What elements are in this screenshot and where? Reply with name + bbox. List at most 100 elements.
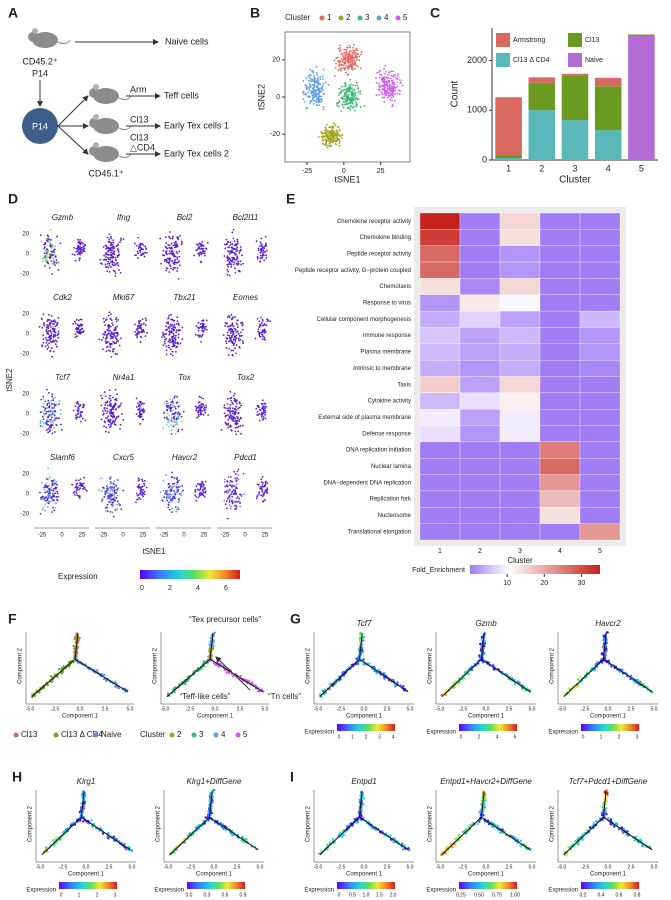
cell-point: [316, 104, 318, 106]
cell-point: [137, 495, 139, 497]
cell-point: [47, 506, 49, 508]
gene-title: Cxcr5: [113, 453, 134, 462]
x-tick-label: 0: [182, 533, 186, 539]
y-tick-label: 0: [26, 332, 30, 338]
cell-point: [73, 492, 75, 494]
cell-point: [166, 423, 168, 425]
cell-point: [327, 136, 329, 138]
cell-point: [169, 265, 171, 267]
cell-point: [201, 253, 203, 255]
cell-point: [115, 327, 117, 329]
cell-point: [53, 427, 55, 429]
cell-point: [49, 420, 51, 422]
cell-point: [232, 355, 234, 357]
cell-point: [224, 325, 226, 327]
cell-point: [138, 333, 140, 335]
cell-point: [223, 334, 225, 336]
cell-point: [262, 330, 264, 332]
cell-point: [235, 259, 237, 261]
cell-point: [57, 323, 59, 325]
cell-point: [114, 496, 116, 498]
cell-point: [224, 255, 226, 257]
cell-point: [232, 317, 234, 319]
cell-point: [342, 59, 344, 61]
cell-point: [360, 53, 362, 55]
cell-point: [54, 397, 56, 399]
cell-point: [57, 337, 59, 339]
cell-point: [264, 485, 266, 487]
cell-point: [264, 339, 266, 341]
cell-point: [46, 329, 48, 331]
cell-point: [310, 101, 312, 103]
cell-point: [621, 669, 623, 671]
cell-point: [169, 338, 171, 340]
cell-point: [42, 426, 44, 428]
cell-point: [165, 329, 167, 331]
cell-point: [231, 430, 233, 432]
cell-point: [240, 264, 242, 266]
cell-point: [108, 250, 110, 252]
cell-point: [164, 259, 166, 261]
cell-point: [235, 406, 237, 408]
cell-point: [49, 322, 51, 324]
heatmap-cell: [500, 295, 540, 311]
cell-point: [58, 668, 60, 670]
cell-point: [204, 250, 206, 252]
cell-point: [260, 255, 262, 257]
x-tick-label: -5.0: [161, 706, 170, 712]
mouse-tail: [119, 154, 131, 158]
cell-point: [45, 413, 47, 415]
cell-point: [177, 480, 179, 482]
cell-point: [105, 427, 107, 429]
cell-point: [53, 407, 55, 409]
cell-point: [54, 507, 56, 509]
cell-point: [75, 479, 77, 481]
cell-point: [138, 480, 140, 482]
cell-point: [53, 488, 55, 490]
cell-point: [53, 323, 55, 325]
cell-point: [170, 348, 172, 350]
cell-point: [102, 414, 104, 416]
cell-point: [114, 685, 116, 687]
x-tick-label: 5.0: [262, 706, 269, 712]
gene-title: Tox2: [237, 373, 255, 382]
cell-point: [112, 512, 114, 514]
row-label: Intrinsic to membrane: [353, 366, 411, 372]
cell-point: [162, 500, 164, 502]
gene-title: Gzmb: [52, 213, 74, 222]
cell-point: [376, 672, 378, 674]
cell-point: [349, 45, 351, 47]
cell-point: [120, 337, 122, 339]
cell-point: [240, 332, 242, 334]
cell-point: [232, 491, 234, 493]
cell-point: [58, 331, 60, 333]
cell-point: [390, 71, 392, 73]
cell-point: [144, 252, 146, 254]
cell-point: [178, 497, 180, 499]
cell-point: [76, 492, 78, 494]
cell-point: [82, 331, 84, 333]
heatmap-cell: [580, 507, 620, 523]
cell-point: [112, 351, 114, 353]
row-label: DNA replication initiation: [346, 448, 411, 454]
cell-point: [117, 249, 119, 251]
cell-point: [229, 338, 231, 340]
cell-point: [394, 100, 396, 102]
cell-point: [117, 332, 119, 334]
cell-point: [146, 252, 148, 254]
cell-point: [120, 424, 122, 426]
cell-point: [338, 92, 340, 94]
cell-point: [48, 484, 50, 486]
cell-point: [228, 415, 230, 417]
cell-point: [384, 79, 386, 81]
cell-point: [170, 353, 172, 355]
cell-point: [105, 340, 107, 342]
cell-point: [354, 94, 356, 96]
cell-point: [204, 406, 206, 408]
cell-point: [267, 482, 269, 484]
cell-point: [122, 419, 124, 421]
cell-point: [100, 477, 102, 479]
cell-point: [49, 419, 51, 421]
cell-point: [102, 337, 104, 339]
cell-point: [47, 411, 49, 413]
